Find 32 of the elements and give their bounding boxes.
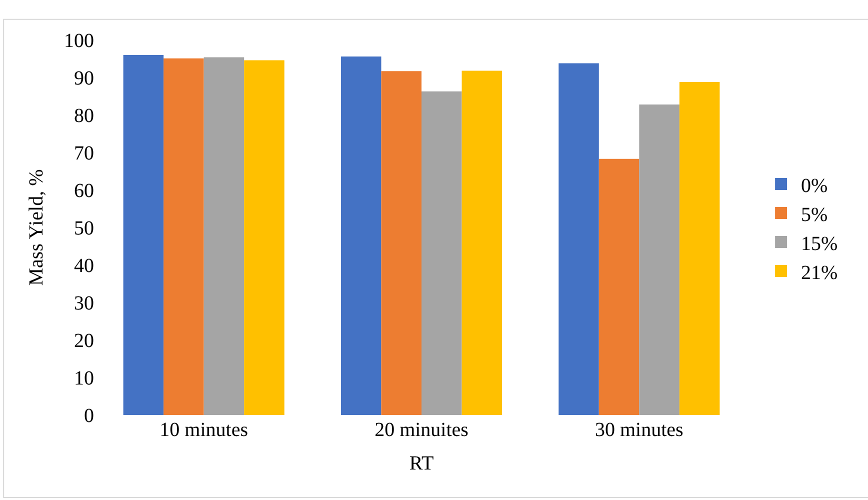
y-tick-label: 20 — [74, 330, 94, 352]
bar — [381, 71, 422, 415]
bar — [244, 60, 284, 415]
bar — [164, 58, 204, 415]
y-tick-label: 90 — [74, 68, 94, 90]
y-tick-label: 100 — [64, 30, 94, 52]
x-axis-title: RT — [409, 452, 434, 474]
y-tick-label: 0 — [84, 405, 94, 427]
y-axis-title: Mass Yield, % — [26, 169, 48, 286]
legend-label: 0% — [801, 174, 828, 197]
x-tick-label: 10 minutes — [160, 419, 248, 441]
legend-label: 21% — [801, 262, 838, 284]
x-tick-label: 20 minuites — [374, 419, 469, 441]
y-tick-label: 50 — [74, 218, 94, 240]
bar — [422, 91, 462, 415]
legend-label: 15% — [801, 232, 838, 255]
y-tick-label: 10 — [74, 368, 94, 390]
bar — [340, 56, 382, 415]
bar — [462, 70, 502, 415]
y-tick-label: 40 — [74, 255, 94, 277]
y-tick-label: 60 — [74, 180, 94, 202]
bar — [598, 158, 640, 415]
y-tick-label: 30 — [74, 292, 94, 314]
y-tick-label: 70 — [74, 142, 94, 164]
bar — [558, 63, 599, 415]
bar — [123, 55, 164, 415]
x-tick-label: 30 minutes — [595, 419, 684, 441]
bar — [204, 57, 244, 415]
bar — [639, 104, 680, 415]
legend-label: 5% — [801, 204, 828, 226]
bar — [679, 82, 720, 415]
y-tick-label: 80 — [74, 105, 94, 127]
